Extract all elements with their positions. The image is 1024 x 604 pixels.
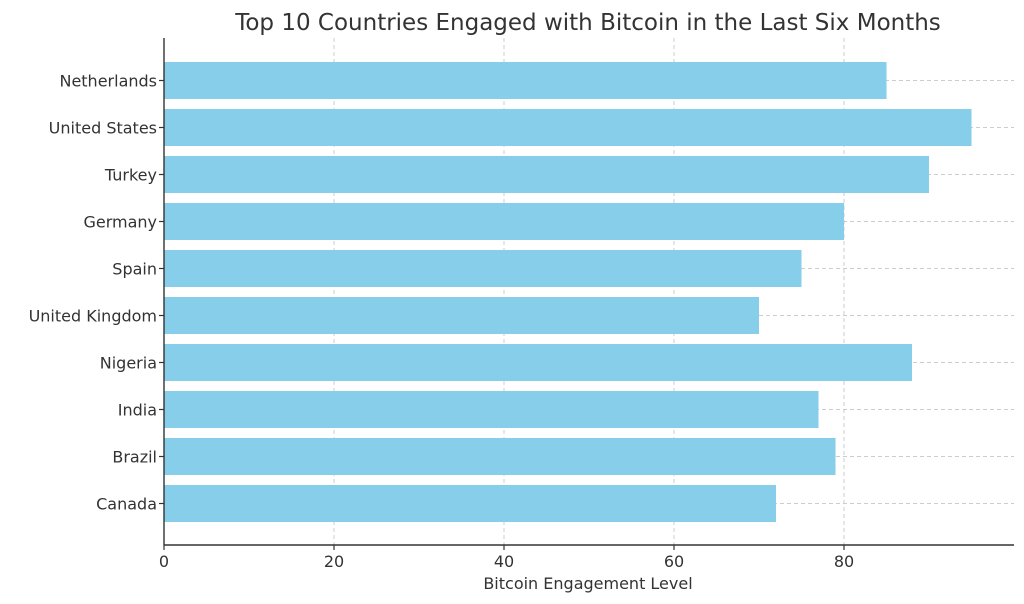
bar-india (164, 391, 819, 428)
y-tick-label: United Kingdom (29, 307, 157, 326)
y-tick-label: Nigeria (100, 354, 157, 373)
y-tick-label: India (118, 401, 157, 420)
x-tick-label: 80 (834, 552, 854, 571)
bars-layer (164, 62, 972, 522)
x-tick-label: 60 (664, 552, 684, 571)
bar-united-kingdom (164, 297, 759, 334)
bar-brazil (164, 438, 836, 475)
y-tick-label: Netherlands (59, 72, 157, 91)
x-tick-label: 40 (494, 552, 514, 571)
x-tick-label: 20 (324, 552, 344, 571)
bar-spain (164, 250, 802, 287)
bar-nigeria (164, 344, 912, 381)
bar-turkey (164, 156, 929, 193)
y-tick-label: Brazil (112, 448, 157, 467)
axes-layer (163, 38, 1014, 546)
bar-united-states (164, 109, 972, 146)
y-tick-label: United States (49, 119, 157, 138)
y-tick-label: Turkey (104, 166, 157, 185)
y-tick-label: Germany (83, 213, 157, 232)
bar-netherlands (164, 62, 887, 99)
bar-germany (164, 203, 844, 240)
chart-title: Top 10 Countries Engaged with Bitcoin in… (234, 10, 941, 36)
y-tick-label: Canada (96, 495, 157, 514)
ticks-layer: 0 20 40 60 80 Netherlands United States Turkey G… (29, 72, 855, 572)
bar-canada (164, 485, 776, 522)
x-tick-label: 0 (159, 552, 169, 571)
x-axis-label: Bitcoin Engagement Level (483, 574, 692, 593)
y-tick-label: Spain (112, 260, 157, 279)
